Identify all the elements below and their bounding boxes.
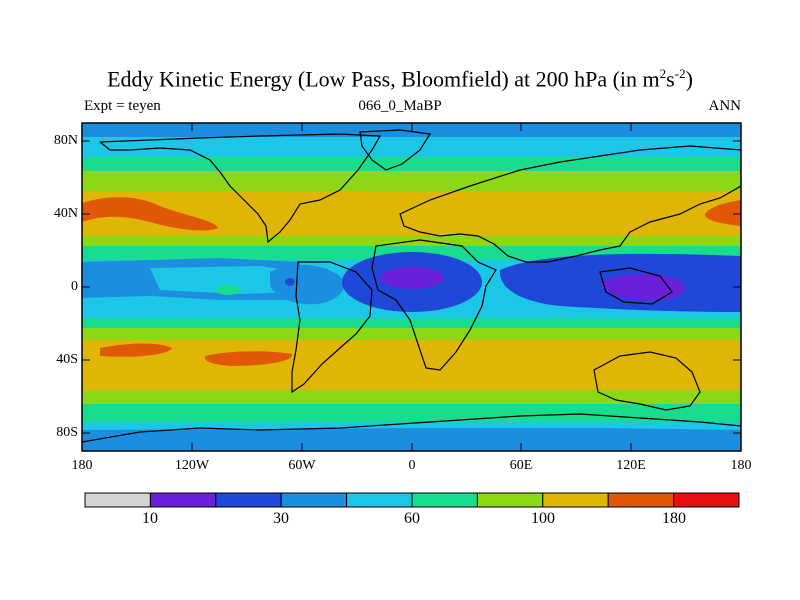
colorbar-box-9 xyxy=(673,492,740,508)
coast-south-america xyxy=(291,261,373,394)
s-polar-dark xyxy=(82,428,741,451)
colorbar-box-8 xyxy=(607,492,675,508)
band-s-sub xyxy=(82,328,741,340)
experiment-label: Expt = teyen xyxy=(84,98,161,114)
jet-max-s-mid xyxy=(204,351,293,366)
coast-africa xyxy=(371,239,497,371)
band-n-mid2 xyxy=(82,171,741,191)
plot-title: Eddy Kinetic Energy (Low Pass, Bloomfiel… xyxy=(107,66,693,92)
band-n-high xyxy=(82,137,741,157)
colorbar-box-3 xyxy=(280,492,348,508)
lon-label-60w: 60W xyxy=(288,458,316,473)
colorbar-box-6 xyxy=(476,492,544,508)
eq-blue-dot xyxy=(285,278,295,286)
colorbar-label-30: 30 xyxy=(273,510,289,527)
lat-label-80n: 80N xyxy=(53,133,78,148)
lon-label-0: 0 xyxy=(408,458,416,473)
lon-label-120e: 120E xyxy=(616,458,646,473)
lat-label-40s: 40S xyxy=(56,352,78,367)
coast-australia xyxy=(593,351,701,411)
coast-maritime xyxy=(599,267,673,305)
case-label: 066_0_MaBP xyxy=(358,98,442,114)
colorbar-label-100: 100 xyxy=(531,510,555,527)
colorbar-label-10: 10 xyxy=(142,510,158,527)
colorbar-box-7 xyxy=(542,492,609,508)
lon-label-120w: 120W xyxy=(174,458,210,473)
eq-blue-mid xyxy=(270,264,344,305)
band-s-jet xyxy=(82,340,741,390)
band-n-mid1 xyxy=(82,157,741,171)
colorbar-box-5 xyxy=(411,492,478,508)
colorbar-box-0 xyxy=(84,492,151,508)
jet-max-s-east xyxy=(100,343,172,357)
coast-eurasia xyxy=(399,145,741,263)
jet-max-n-east xyxy=(704,200,741,226)
colorbar-box-2 xyxy=(215,492,282,508)
lat-label-0: 0 xyxy=(71,279,78,294)
lon-label-60e: 60E xyxy=(509,458,533,473)
coast-north-america xyxy=(99,133,382,244)
eq-purple-atl xyxy=(380,267,444,289)
lon-label-180w: 180 xyxy=(71,458,93,473)
colorbar-box-1 xyxy=(149,492,217,508)
eq-green-blob xyxy=(216,285,240,295)
band-s-high xyxy=(82,404,741,422)
coast-antarctica xyxy=(82,413,741,443)
lat-label-40n: 40N xyxy=(53,206,78,221)
colorbar-box-4 xyxy=(346,492,413,508)
season-label: ANN xyxy=(708,98,742,114)
eq-cyan-west xyxy=(150,266,300,294)
jet-max-n-west xyxy=(82,197,218,231)
colorbar-label-60: 60 xyxy=(404,510,420,527)
colorbar-label-180: 180 xyxy=(662,510,686,527)
lon-label-180e: 180 xyxy=(730,458,752,473)
coast-greenland xyxy=(359,129,432,171)
band-s-mid xyxy=(82,390,741,404)
lat-label-80s: 80S xyxy=(56,425,78,440)
